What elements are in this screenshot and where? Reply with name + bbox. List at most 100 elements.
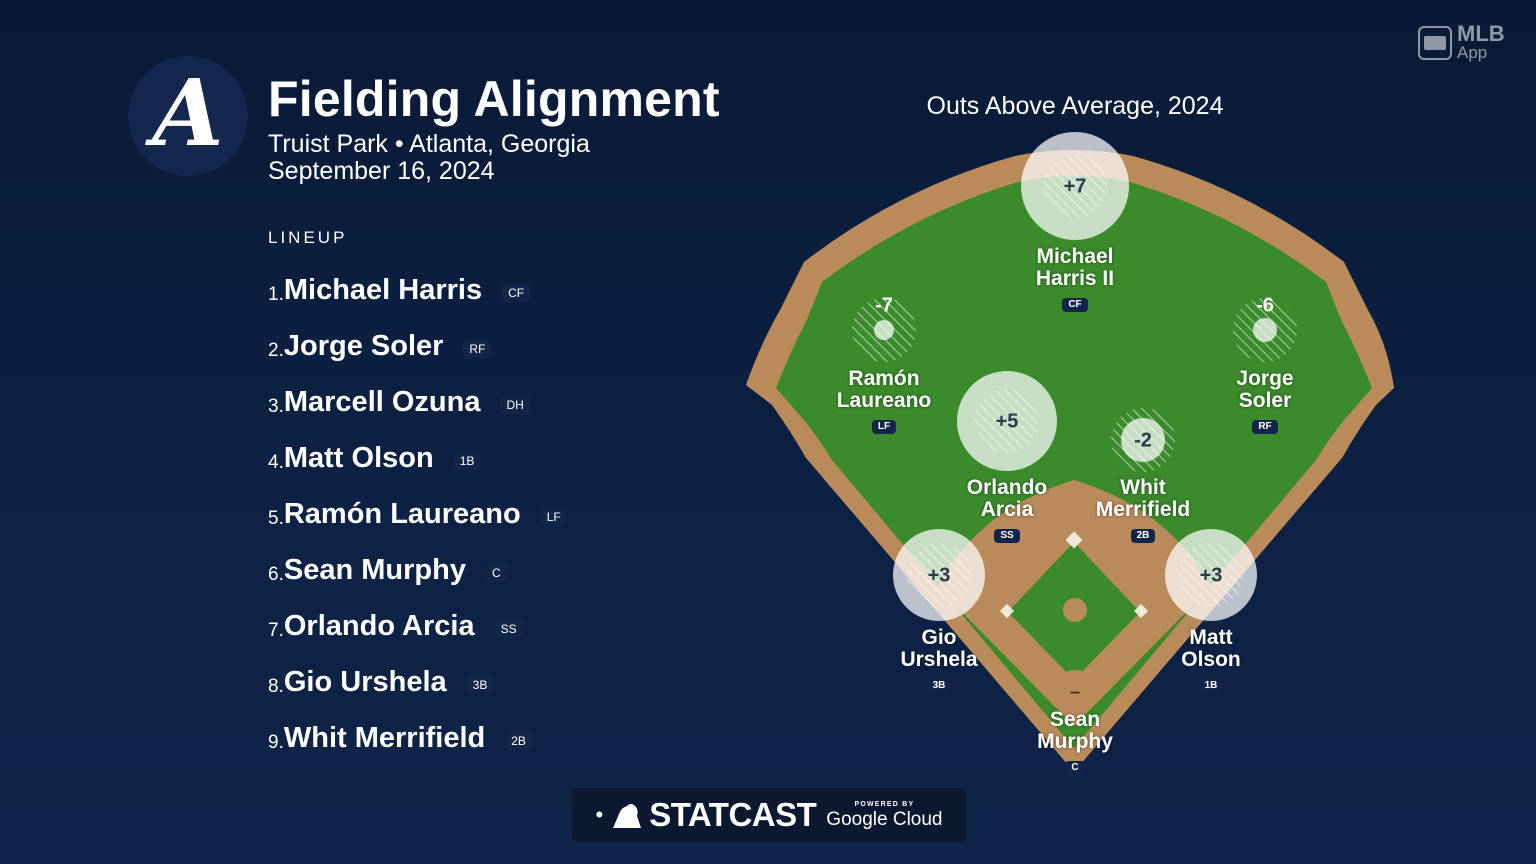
first-base — [1133, 603, 1149, 619]
lineup-heading: LINEUP — [268, 228, 348, 247]
lineup-number: 7. — [268, 620, 284, 641]
lineup-player-name: Orlando Arcia — [283, 609, 475, 642]
field-player-name: Gio Urshela — [900, 626, 978, 671]
field-player-pos: C — [1065, 761, 1085, 775]
oaa-value-c: – — [1069, 681, 1081, 702]
lineup-player-name: Marcell Ozuna — [283, 385, 481, 418]
lineup-item: 1. Michael Harris CF — [268, 262, 567, 318]
field-title: Outs Above Average, 2024 — [926, 92, 1224, 120]
mlb-app-logo: MLB App — [1418, 21, 1505, 62]
lineup-number: 6. — [268, 564, 284, 585]
lineup-player-name: Matt Olson — [283, 441, 434, 474]
field-player-c: Sean Murphy C — [965, 709, 1185, 775]
second-base — [1065, 531, 1083, 549]
player-marker-1b — [1165, 529, 1257, 621]
field-player-pos: SS — [994, 529, 1020, 543]
mlb-batter-icon — [1418, 25, 1452, 60]
lineup-number: 5. — [268, 508, 284, 529]
lineup-item: 8. Gio Urshela 3B — [268, 654, 567, 710]
field-player-name: Jorge Soler — [1236, 367, 1294, 412]
oaa-value-3b: +3 — [927, 564, 951, 587]
field-player-name: Orlando Arcia — [966, 476, 1048, 521]
date-text: September 16, 2024 — [268, 157, 495, 185]
lineup-item: 2. Jorge Soler RF — [268, 318, 567, 374]
lineup-position-badge: 2B — [505, 732, 532, 750]
player-marker-2b — [1111, 408, 1175, 472]
field-player-name: Matt Olson — [1181, 626, 1241, 671]
pitchers-mound — [1063, 598, 1087, 622]
player-marker-ss — [957, 371, 1057, 471]
field-player-pos: LF — [871, 420, 897, 434]
braves-logo: A — [128, 56, 248, 176]
mlb-app-line1: MLB — [1457, 21, 1505, 46]
oaa-value-2b: -2 — [1134, 429, 1152, 452]
player-marker-cf — [1021, 132, 1129, 240]
field-player-pos: 1B — [1198, 679, 1224, 693]
lineup-player-name: Sean Murphy — [283, 553, 466, 586]
lineup-item: 6. Sean Murphy C — [268, 542, 567, 598]
lineup-item: 4. Matt Olson 1B — [268, 430, 567, 486]
braves-logo-letter: A — [152, 59, 224, 167]
lineup-position-badge: SS — [494, 620, 523, 638]
lineup-item: 7. Orlando Arcia SS — [268, 598, 567, 654]
player-marker-lf — [852, 298, 916, 362]
field-player-name: Michael Harris II — [1035, 245, 1115, 290]
lineup-position-badge: RF — [463, 340, 492, 358]
field-player-1b: Matt Olson 1B — [1101, 627, 1321, 693]
field-player-3b: Gio Urshela 3B — [829, 627, 1049, 693]
field-player-lf: Ramón Laureano LF — [774, 368, 994, 434]
outfield-grass — [776, 176, 1372, 748]
player-marker-3b — [893, 529, 985, 621]
lineup-number: 3. — [268, 396, 284, 417]
field-player-pos: 2B — [1130, 529, 1156, 543]
field-player-cf: Michael Harris II CF — [965, 246, 1185, 312]
lineup-player-name: Michael Harris — [283, 273, 483, 306]
field-player-pos: RF — [1252, 420, 1278, 434]
lineup-position-badge: C — [485, 564, 507, 582]
lineup-position-badge: LF — [540, 508, 567, 526]
lineup-position-badge: CF — [502, 284, 531, 302]
oaa-value-cf: +7 — [1063, 175, 1087, 198]
lineup-number: 2. — [268, 340, 284, 361]
oaa-value-rf: -6 — [1256, 294, 1274, 317]
field-player-name: Whit Merrifield — [1095, 476, 1191, 521]
field-player-2b: Whit Merrifield 2B — [1033, 477, 1253, 543]
lineup-item: 9. Whit Merrifield 2B — [268, 710, 567, 766]
oaa-value-1b: +3 — [1199, 564, 1223, 587]
powered-by-text: POWERED BY — [854, 801, 915, 808]
lineup-item: 5. Ramón Laureano LF — [268, 486, 567, 542]
statcast-batter-icon — [613, 804, 642, 828]
lineup-number: 1. — [268, 284, 284, 305]
oaa-value-ss: +5 — [995, 410, 1019, 433]
field-player-rf: Jorge Soler RF — [1155, 368, 1375, 434]
page-title: Fielding Alignment — [268, 71, 720, 127]
home-plate-circle — [1053, 670, 1097, 714]
third-base — [999, 603, 1015, 619]
lineup-position-badge: 3B — [466, 676, 494, 694]
lineup-list: 1. Michael Harris CF 2. Jorge Soler RF 3… — [268, 262, 567, 766]
lineup-number: 9. — [268, 732, 284, 753]
lineup-player-name: Gio Urshela — [283, 665, 447, 698]
oaa-value-lf: -7 — [875, 294, 893, 317]
lineup-number: 4. — [268, 452, 284, 473]
lineup-position-badge: 1B — [453, 452, 481, 470]
lineup-position-badge: DH — [500, 396, 530, 414]
mlb-app-line2: App — [1457, 42, 1488, 62]
statcast-dot-icon: • — [595, 802, 604, 827]
google-cloud-text: Google Cloud — [826, 809, 943, 830]
field-player-name: Sean Murphy — [1037, 708, 1113, 753]
field-player-pos: CF — [1062, 298, 1088, 312]
lineup-player-name: Jorge Soler — [283, 329, 444, 362]
field-player-ss: Orlando Arcia SS — [897, 477, 1117, 543]
venue-text: Truist Park • Atlanta, Georgia — [268, 130, 590, 158]
lineup-item: 3. Marcell Ozuna DH — [268, 374, 567, 430]
statcast-logo: • STATCAST POWERED BY Google Cloud — [572, 788, 966, 842]
lineup-player-name: Whit Merrifield — [283, 721, 486, 754]
lineup-number: 8. — [268, 676, 284, 697]
statcast-wordmark: STATCAST — [649, 796, 817, 833]
field-player-pos: 3B — [926, 679, 952, 693]
lineup-player-name: Ramón Laureano — [283, 497, 521, 530]
field-player-name: Ramón Laureano — [836, 367, 932, 412]
player-marker-rf — [1233, 298, 1297, 362]
